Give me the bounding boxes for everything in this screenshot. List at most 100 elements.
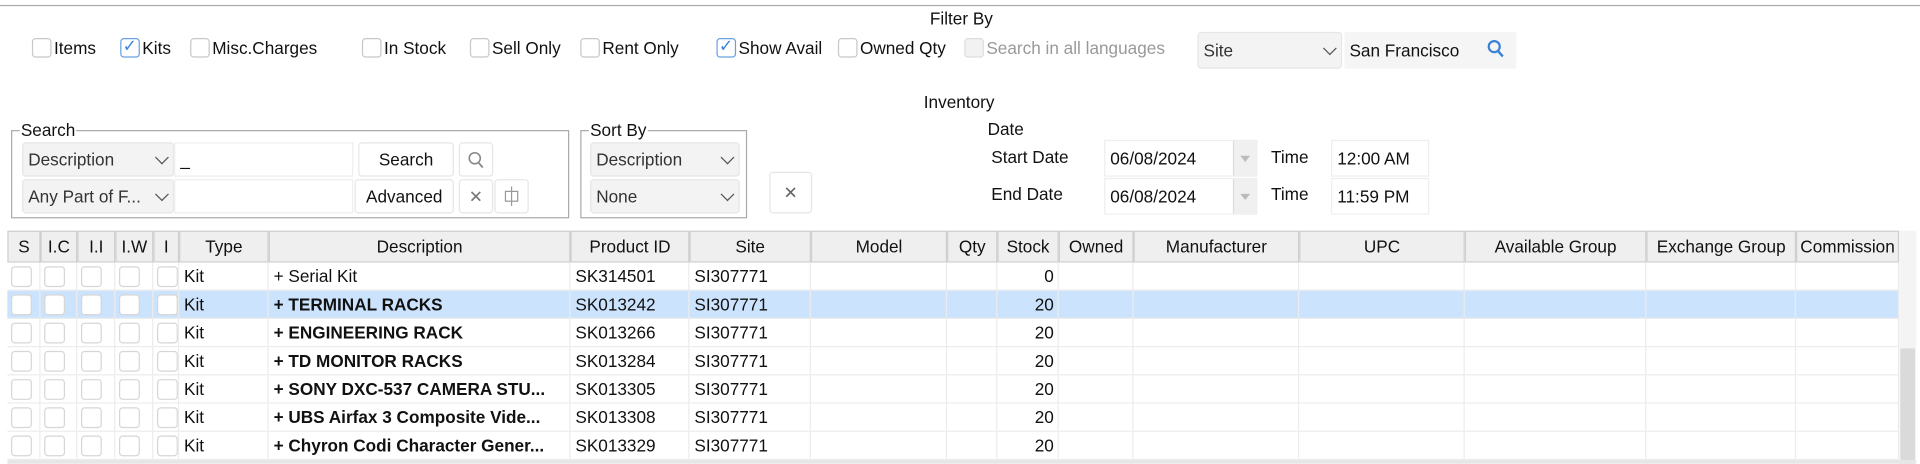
row-checkbox[interactable] bbox=[44, 350, 66, 372]
filter-checkbox-items[interactable]: Items bbox=[31, 38, 96, 58]
table-row[interactable]: Kit + TERMINAL RACKS SK013242 SI307771 20 bbox=[7, 290, 1900, 319]
dropdown-arrow-icon[interactable] bbox=[1232, 179, 1257, 214]
row-checkbox[interactable] bbox=[11, 406, 32, 428]
row-checkbox[interactable] bbox=[44, 265, 66, 287]
sort-primary-select[interactable]: Description bbox=[590, 142, 740, 177]
column-header-i-i[interactable]: I.I bbox=[77, 230, 116, 263]
dropdown-arrow-icon[interactable] bbox=[1232, 141, 1257, 176]
row-checkbox[interactable] bbox=[11, 378, 32, 400]
table-row[interactable]: Kit + SONY DXC-537 CAMERA STU... SK013305 S… bbox=[7, 375, 1900, 404]
end-time-field[interactable]: 11:59 PM bbox=[1331, 177, 1430, 215]
filter-checkbox-rent-only[interactable]: Rent Only bbox=[580, 38, 679, 58]
column-header-type[interactable]: Type bbox=[179, 230, 269, 263]
column-header-i-c[interactable]: I.C bbox=[40, 230, 78, 263]
row-checkbox[interactable] bbox=[44, 434, 66, 456]
column-header-qty[interactable]: Qty bbox=[947, 230, 998, 263]
filter-checkbox-show-avail[interactable]: Show Avail bbox=[716, 36, 822, 58]
row-checkbox[interactable] bbox=[157, 434, 178, 456]
table-row[interactable]: Kit + Chyron Codi Character Gener... SK013… bbox=[7, 431, 1900, 461]
row-checkbox[interactable] bbox=[157, 378, 178, 400]
checkbox[interactable] bbox=[837, 38, 858, 58]
row-checkbox[interactable] bbox=[80, 322, 102, 343]
match-type-select[interactable]: Any Part of F... bbox=[22, 179, 175, 214]
column-header-commission[interactable]: Commission bbox=[1796, 230, 1900, 263]
row-checkbox[interactable] bbox=[80, 378, 102, 400]
sort-secondary-select[interactable]: None bbox=[590, 179, 740, 214]
start-time-field[interactable]: 12:00 AM bbox=[1331, 139, 1430, 177]
column-header-model[interactable]: Model bbox=[810, 230, 948, 263]
column-header-exchange-group[interactable]: Exchange Group bbox=[1646, 230, 1797, 263]
filter-checkbox-misc-charges[interactable]: Misc.Charges bbox=[190, 38, 317, 58]
row-checkbox[interactable] bbox=[11, 434, 32, 456]
row-checkbox[interactable] bbox=[157, 350, 178, 372]
end-date-field[interactable]: 06/08/2024 bbox=[1104, 177, 1258, 215]
column-header-upc[interactable]: UPC bbox=[1299, 230, 1465, 263]
site-value-field[interactable]: San Francisco bbox=[1344, 31, 1517, 69]
row-checkbox[interactable] bbox=[80, 293, 102, 315]
column-header-i-w[interactable]: I.W bbox=[115, 230, 154, 263]
table-row[interactable]: Kit + UBS Airfax 3 Composite Vide... SK013… bbox=[7, 403, 1900, 432]
search-icon[interactable] bbox=[1487, 39, 1504, 59]
table-row[interactable]: Kit + TD MONITOR RACKS SK013284 SI307771 20 bbox=[7, 347, 1900, 376]
table-row[interactable]: Kit + ENGINEERING RACK SK013266 SI307771 20 bbox=[7, 318, 1900, 348]
column-header-description[interactable]: Description bbox=[268, 230, 571, 263]
horizontal-scrollbar[interactable] bbox=[7, 460, 1917, 464]
row-checkbox[interactable] bbox=[80, 350, 102, 372]
row-checkbox[interactable] bbox=[80, 265, 102, 287]
magnifier-button[interactable] bbox=[458, 142, 494, 177]
checkbox[interactable] bbox=[190, 38, 210, 58]
search-button[interactable]: Search bbox=[358, 142, 454, 177]
vertical-scrollbar[interactable] bbox=[1899, 230, 1917, 464]
column-header-manufacturer[interactable]: Manufacturer bbox=[1133, 230, 1300, 263]
checkbox[interactable] bbox=[469, 38, 490, 58]
filter-checkbox-sell-only[interactable]: Sell Only bbox=[469, 38, 561, 58]
search-input-2[interactable] bbox=[174, 179, 354, 214]
checkbox[interactable] bbox=[580, 38, 600, 58]
row-checkbox[interactable] bbox=[44, 293, 66, 315]
column-header-product-id[interactable]: Product ID bbox=[570, 230, 690, 263]
filter-checkbox-in-stock[interactable]: In Stock bbox=[361, 38, 446, 58]
checkbox[interactable] bbox=[31, 38, 52, 58]
row-checkbox[interactable] bbox=[118, 406, 140, 428]
row-checkbox[interactable] bbox=[118, 293, 140, 315]
clear-search-button[interactable]: ✕ bbox=[458, 179, 494, 214]
advanced-button[interactable]: Advanced bbox=[354, 179, 454, 214]
checkbox[interactable] bbox=[716, 36, 737, 58]
table-row[interactable]: Kit + Serial Kit SK314501 SI307771 0 bbox=[7, 262, 1900, 291]
row-checkbox[interactable] bbox=[118, 350, 140, 372]
row-checkbox[interactable] bbox=[157, 293, 178, 315]
column-chooser-button[interactable] bbox=[494, 179, 529, 214]
row-checkbox[interactable] bbox=[118, 434, 140, 456]
row-checkbox[interactable] bbox=[44, 406, 66, 428]
site-select[interactable]: Site bbox=[1197, 31, 1343, 69]
checkbox[interactable] bbox=[120, 36, 140, 58]
column-header-stock[interactable]: Stock bbox=[997, 230, 1059, 263]
row-checkbox[interactable] bbox=[157, 406, 178, 428]
clear-sort-button[interactable]: ✕ bbox=[769, 171, 813, 214]
checkbox[interactable] bbox=[361, 38, 382, 58]
search-field-select[interactable]: Description bbox=[22, 142, 175, 177]
column-header-available-group[interactable]: Available Group bbox=[1464, 230, 1647, 263]
row-checkbox[interactable] bbox=[11, 265, 32, 287]
column-header-site[interactable]: Site bbox=[689, 230, 811, 263]
row-checkbox[interactable] bbox=[118, 265, 140, 287]
row-checkbox[interactable] bbox=[80, 406, 102, 428]
row-checkbox[interactable] bbox=[44, 378, 66, 400]
row-checkbox[interactable] bbox=[11, 350, 32, 372]
column-header-i[interactable]: I bbox=[153, 230, 180, 263]
start-date-field[interactable]: 06/08/2024 bbox=[1104, 139, 1258, 177]
row-checkbox[interactable] bbox=[44, 322, 66, 343]
search-input[interactable]: _ bbox=[174, 142, 354, 177]
column-header-s[interactable]: S bbox=[7, 230, 41, 263]
row-checkbox[interactable] bbox=[157, 322, 178, 343]
scrollbar-thumb[interactable] bbox=[1900, 348, 1916, 464]
column-header-owned[interactable]: Owned bbox=[1058, 230, 1134, 263]
row-checkbox[interactable] bbox=[11, 322, 32, 343]
filter-checkbox-kits[interactable]: Kits bbox=[120, 36, 171, 58]
row-checkbox[interactable] bbox=[11, 293, 32, 315]
row-checkbox[interactable] bbox=[157, 265, 178, 287]
row-checkbox[interactable] bbox=[118, 322, 140, 343]
row-checkbox[interactable] bbox=[118, 378, 140, 400]
filter-checkbox-owned-qty[interactable]: Owned Qty bbox=[837, 38, 946, 58]
row-checkbox[interactable] bbox=[80, 434, 102, 456]
